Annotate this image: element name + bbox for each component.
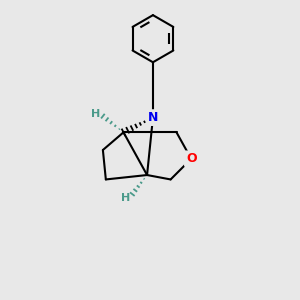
Text: H: H [91,109,100,119]
Text: O: O [186,152,196,165]
Text: H: H [121,193,130,203]
Text: N: N [148,111,158,124]
